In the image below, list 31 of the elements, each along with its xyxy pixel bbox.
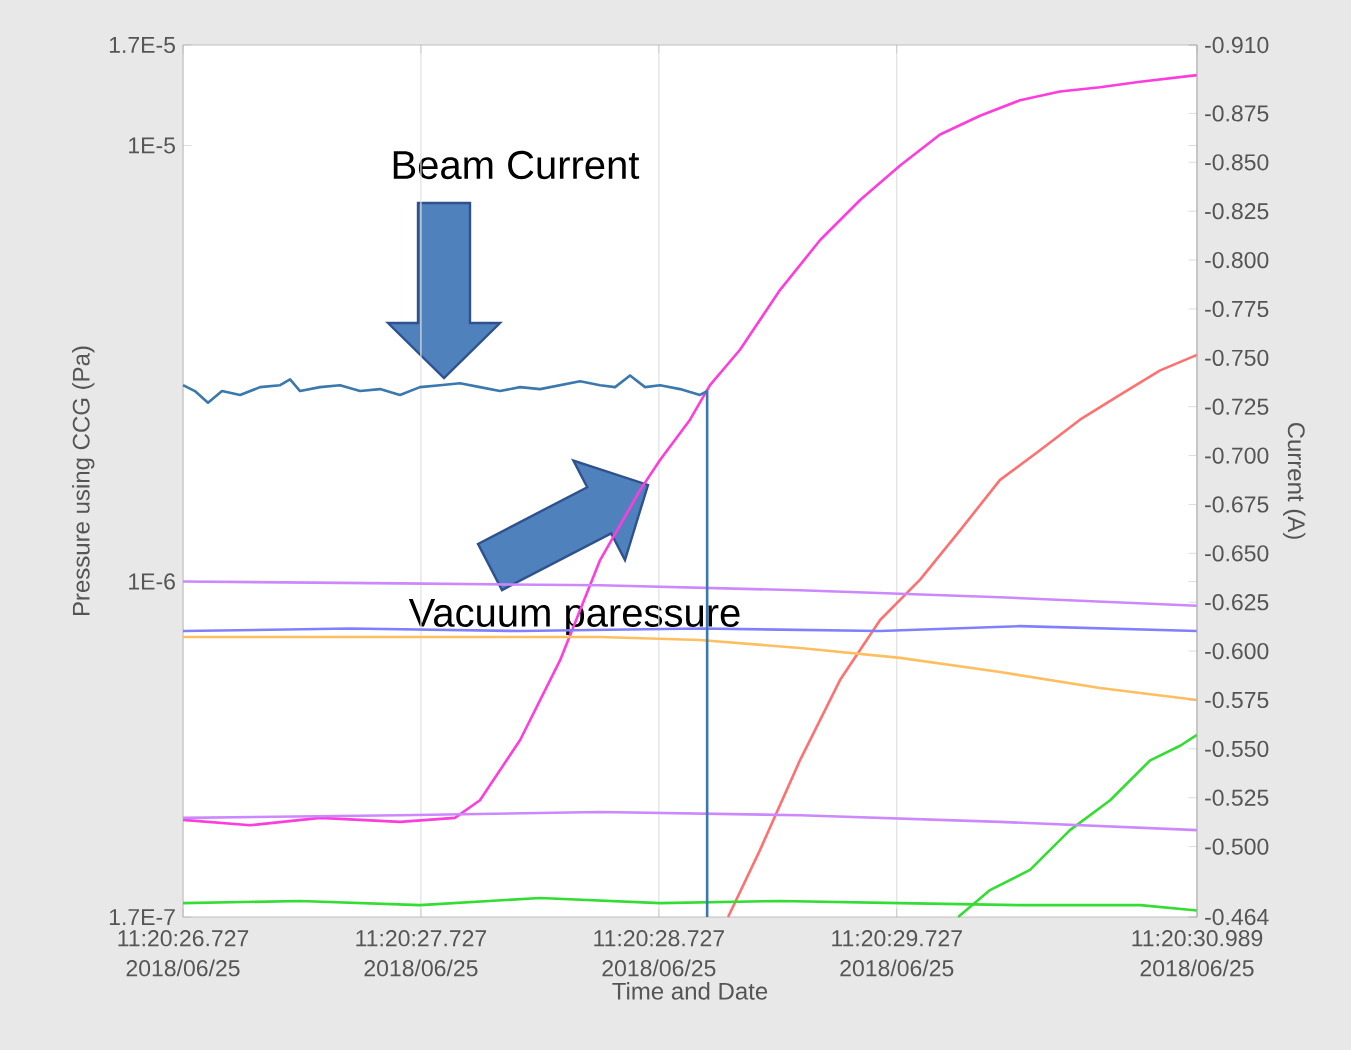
y2-tick-label: -0.700 [1205,447,1269,464]
y-tick-label: 1E-6 [129,573,175,590]
x-tick-label: 11:20:28.727 2018/06/25 [594,930,724,977]
y2-tick-label: -0.525 [1205,789,1269,806]
y2-tick-label: -0.500 [1205,838,1269,855]
y2-tick-label: -0.650 [1205,545,1269,562]
y-tick-label: 1.7E-5 [109,37,175,54]
y2-tick-label: -0.550 [1205,740,1269,757]
y2-tick-label: -0.775 [1205,300,1269,318]
y2-tick-label: -0.600 [1205,642,1269,660]
y2-tick-label: -0.825 [1205,203,1269,220]
y2-tick-label: -0.875 [1205,105,1269,122]
y2-tick-label: -0.675 [1205,496,1269,513]
x-tick-label: 11:20:26.727 2018/06/25 [118,930,249,977]
y2-tick-label: -0.800 [1205,251,1269,269]
y2-tick-label: -0.575 [1205,691,1269,709]
y2-tick-label: -0.910 [1205,36,1269,54]
x-tick-label: 11:20:27.727 2018/06/25 [356,930,487,977]
y2-axis-title: Current (A) [1283,422,1306,539]
x-tick-label: 11:20:30.989 2018/06/25 [1132,930,1263,977]
y-tick-label: 1.7E-7 [109,909,175,925]
y-axis-title: Pressure using CCG (Pa) [72,346,95,616]
x-axis-title: Time and Date [612,982,768,1000]
y-tick-label: 1E-5 [129,137,175,154]
y2-tick-label: -0.464 [1205,908,1269,926]
x-tick-label: 11:20:29.727 2018/06/25 [832,930,962,977]
y2-tick-label: -0.725 [1205,398,1269,415]
y2-tick-label: -0.750 [1205,349,1269,366]
y2-tick-label: -0.850 [1205,154,1269,171]
annotation: Beam Current [393,150,640,180]
y2-tick-label: -0.625 [1205,594,1269,611]
